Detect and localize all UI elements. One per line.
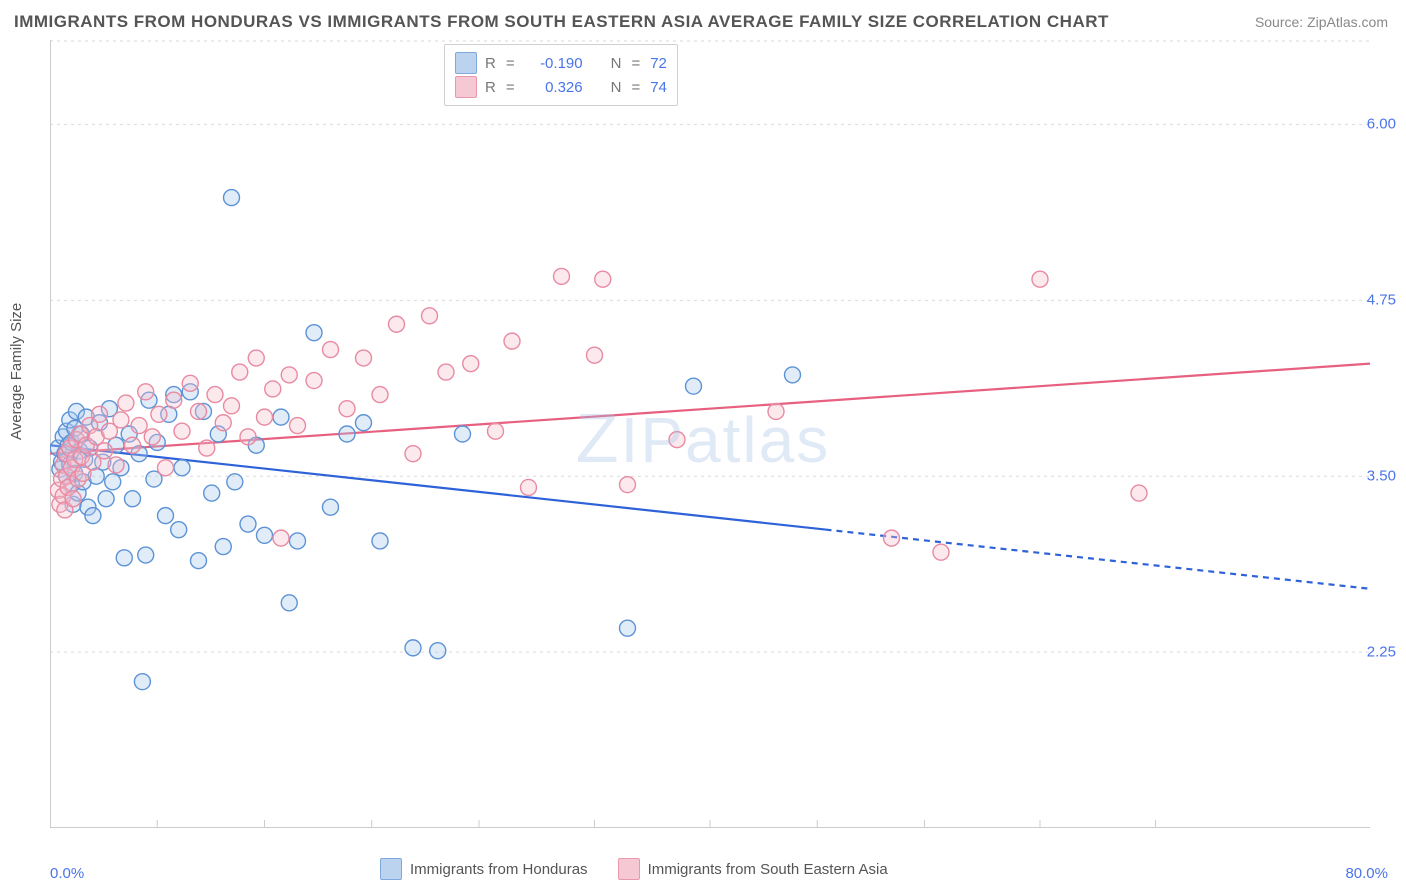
equals-sign: =: [504, 79, 517, 96]
equals-sign: =: [504, 55, 517, 72]
n-label: N: [611, 55, 622, 72]
legend-row-honduras: R = -0.190 N = 72: [455, 51, 667, 75]
r-value-se-asia: 0.326: [525, 79, 583, 96]
r-label: R: [485, 79, 496, 96]
legend-item-honduras: Immigrants from Honduras: [380, 858, 588, 880]
swatch-honduras: [455, 52, 477, 74]
legend-item-se-asia: Immigrants from South Eastern Asia: [618, 858, 888, 880]
y-tick-label: 4.75: [1367, 292, 1396, 309]
y-axis-label: Average Family Size: [8, 303, 25, 440]
equals-sign: =: [629, 79, 642, 96]
legend-row-se-asia: R = 0.326 N = 74: [455, 75, 667, 99]
r-label: R: [485, 55, 496, 72]
n-label: N: [611, 79, 622, 96]
series-label-se-asia: Immigrants from South Eastern Asia: [648, 861, 888, 878]
swatch-honduras: [380, 858, 402, 880]
r-value-honduras: -0.190: [525, 55, 583, 72]
n-value-se-asia: 74: [650, 79, 667, 96]
source-attribution: Source: ZipAtlas.com: [1255, 14, 1388, 30]
n-value-honduras: 72: [650, 55, 667, 72]
equals-sign: =: [629, 55, 642, 72]
swatch-se-asia: [455, 76, 477, 98]
y-tick-label: 6.00: [1367, 116, 1396, 133]
x-axis-max-label: 80.0%: [1345, 865, 1388, 882]
y-tick-label: 2.25: [1367, 644, 1396, 661]
chart-title: IMMIGRANTS FROM HONDURAS VS IMMIGRANTS F…: [14, 12, 1109, 32]
series-label-honduras: Immigrants from Honduras: [410, 861, 588, 878]
source-prefix: Source:: [1255, 14, 1307, 30]
source-name: ZipAtlas.com: [1307, 14, 1388, 30]
scatter-plot: [50, 40, 1370, 828]
swatch-se-asia: [618, 858, 640, 880]
correlation-legend: R = -0.190 N = 72 R = 0.326 N = 74: [444, 44, 678, 106]
series-legend: Immigrants from Honduras Immigrants from…: [380, 858, 888, 880]
y-tick-label: 3.50: [1367, 468, 1396, 485]
x-axis-min-label: 0.0%: [50, 865, 84, 882]
